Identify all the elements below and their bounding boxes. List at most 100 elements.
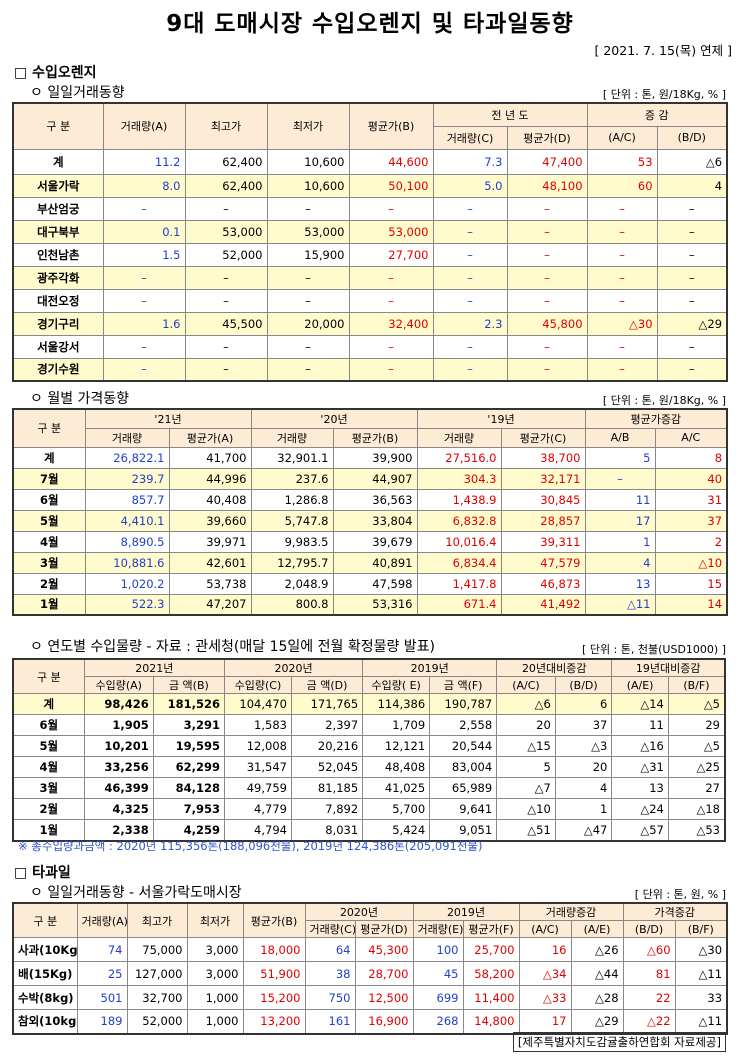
table-cell: – xyxy=(266,357,350,382)
table-cell: – xyxy=(432,288,508,313)
row-label: 4월 xyxy=(12,530,86,553)
table-cell: 5,747.8 xyxy=(250,509,334,532)
col-amt-f: 금 액(F) xyxy=(429,676,498,694)
table-cell: – xyxy=(348,196,434,221)
table-cell: △3 xyxy=(554,735,613,757)
table-cell: 27,516.0 xyxy=(416,446,502,469)
table-cell: – xyxy=(432,196,508,221)
table-cell: 52,000 xyxy=(184,242,268,267)
table-cell: 39,311 xyxy=(500,530,586,553)
col-vol-e: 거래량(E) xyxy=(412,920,464,938)
table-cell: 13 xyxy=(584,572,656,595)
row-label: 배(15Kg) xyxy=(12,961,78,986)
table-cell: 104,470 xyxy=(223,693,292,715)
table-row: 경기수원 – – – – – – – – xyxy=(12,357,728,382)
col-change: 증 감 xyxy=(586,102,728,127)
table-row: 3월 10,881.6 42,601 12,795.7 40,891 6,834.4 47,… xyxy=(12,551,728,574)
table-cell: – xyxy=(432,334,508,359)
table-cell: 40 xyxy=(654,467,728,490)
table-cell: 12,008 xyxy=(223,735,292,757)
table-row: 인천남촌 1.5 52,000 15,900 27,700– – – – xyxy=(12,242,728,267)
table-cell: 4 xyxy=(554,777,613,799)
table-cell: – xyxy=(656,334,728,359)
table-cell: 52,000 xyxy=(126,1009,188,1034)
table-cell: 46,399 xyxy=(83,777,154,799)
table-row: 6월 1,905 3,291 1,583 2,397 1,709 2,558 20 37 11 29 xyxy=(12,714,726,736)
row-label: 경기구리 xyxy=(12,311,104,336)
table-cell: – xyxy=(184,265,268,290)
yearly-unit: [ 단위 : 톤, 천불(USD1000) ] xyxy=(582,643,726,656)
table-cell: 1,905 xyxy=(83,714,154,736)
table-cell: 10,016.4 xyxy=(416,530,502,553)
table-cell: – xyxy=(102,357,186,382)
table-cell: 2,558 xyxy=(429,714,498,736)
col-qty-c: 수입량(C) xyxy=(223,676,292,694)
row-label: 계 xyxy=(12,148,104,175)
row-label: 서울강서 xyxy=(12,334,104,359)
table-cell: – xyxy=(586,357,658,382)
col-2021: '21년 xyxy=(84,408,252,429)
table-cell: 0.1 xyxy=(102,219,186,244)
yearly-import-heading: ㅇ 연도별 수입물량 - 자료 : 관세청(매달 15일에 전월 확정물량 발표… xyxy=(30,639,436,655)
col-volume: 거래량(A) xyxy=(102,102,186,150)
table-cell: 33,804 xyxy=(332,509,418,532)
table-cell: △47 xyxy=(554,819,613,841)
table-cell: 42,601 xyxy=(168,551,252,574)
table-cell: 1,417.8 xyxy=(416,572,502,595)
table-cell: △26 xyxy=(570,937,624,962)
col-volume-19: 거래량 xyxy=(416,427,502,448)
table-cell: △44 xyxy=(570,961,624,986)
table-cell: 13 xyxy=(611,777,669,799)
table-row: 6월 857.7 40,408 1,286.8 36,563 1,438.9 30,845 1… xyxy=(12,488,728,511)
row-label: 서울가락 xyxy=(12,173,104,198)
table-cell: 12,121 xyxy=(362,735,431,757)
col-ac: (A/C) xyxy=(586,125,658,150)
row-label: 수박(8kg) xyxy=(12,985,78,1010)
table-cell: 81 xyxy=(622,961,676,986)
table-cell: 10,201 xyxy=(83,735,154,757)
col-2019: 2019년 xyxy=(362,658,498,677)
table-cell: – xyxy=(266,265,350,290)
table-cell: 14,800 xyxy=(462,1009,520,1034)
table-cell: 8.0 xyxy=(102,173,186,198)
col-prev-avg: 평균가(D) xyxy=(506,125,588,150)
table-cell: 33,256 xyxy=(83,756,154,778)
col-gubun: 구 분 xyxy=(12,408,86,448)
table-cell: 36,563 xyxy=(332,488,418,511)
table-cell: – xyxy=(506,288,588,313)
table-cell: 1.5 xyxy=(102,242,186,267)
table-cell: 268 xyxy=(412,1009,464,1034)
table-cell: – xyxy=(506,265,588,290)
table-cell: 49,759 xyxy=(223,777,292,799)
table-cell: – xyxy=(656,219,728,244)
table-cell: 38 xyxy=(304,961,356,986)
table-cell: △10 xyxy=(496,798,556,820)
page-title: 9대 도매시장 수입오렌지 및 타과일동향 xyxy=(166,11,574,37)
table-cell: 857.7 xyxy=(84,488,170,511)
row-label: 대전오정 xyxy=(12,288,104,313)
table-cell: 38,700 xyxy=(500,446,586,469)
col-ab: A/B xyxy=(584,427,656,448)
table-cell: 181,526 xyxy=(152,693,225,715)
table-row: 3월 46,399 84,128 49,759 81,185 41,025 65,989 △7… xyxy=(12,777,726,799)
table-cell: 1 xyxy=(584,530,656,553)
table-cell: 32,700 xyxy=(126,985,188,1010)
row-label: 인천남촌 xyxy=(12,242,104,267)
table-cell: 2.3 xyxy=(432,311,508,336)
table-row: 서울강서 – – – – – – – – xyxy=(12,334,728,359)
col-qty-e: 수입량( E) xyxy=(362,676,431,694)
table-cell: 9,641 xyxy=(429,798,498,820)
col-avg-change: 평균가증감 xyxy=(584,408,728,429)
table-cell: 62,400 xyxy=(184,173,268,198)
table-row: 대전오정 – – – – – – – – xyxy=(12,288,728,313)
table-cell: 100 xyxy=(412,937,464,962)
row-label: 4월 xyxy=(12,756,85,778)
table-cell: 237.6 xyxy=(250,467,334,490)
table-cell: 2,397 xyxy=(290,714,364,736)
section-orange-heading: □ 수입오렌지 xyxy=(14,65,97,81)
col-bd: (B/D) xyxy=(622,920,676,938)
other-daily-heading: ㅇ 일일거래동향 - 서울가락도매시장 xyxy=(30,885,242,901)
table-row: 계 26,822.1 41,700 32,901.1 39,900 27,516.0 38,… xyxy=(12,446,728,469)
table-cell: – xyxy=(506,334,588,359)
table-cell: 239.7 xyxy=(84,467,170,490)
